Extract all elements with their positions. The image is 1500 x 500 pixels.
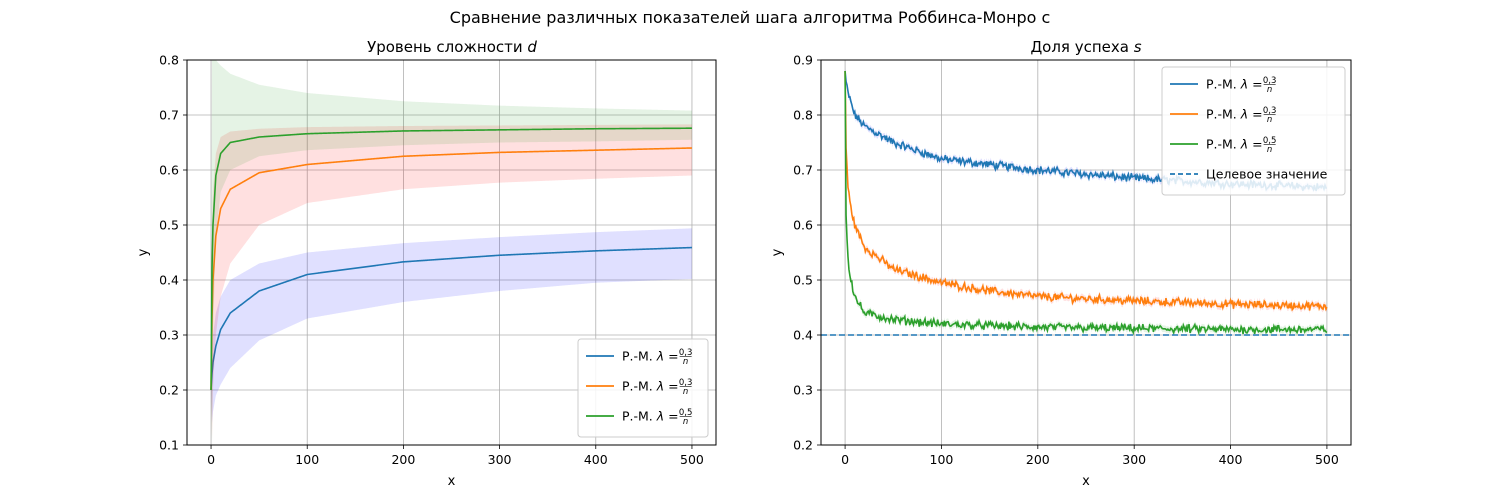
x-tick-label: 100 — [295, 452, 319, 467]
series-line-2 — [210, 147, 692, 391]
legend-fraction-numerator: 0,3 — [679, 348, 693, 358]
legend-label: Целевое значение — [1206, 167, 1328, 182]
y-tick-label: 0.2 — [159, 383, 179, 398]
y-tick-label: 0.8 — [159, 53, 179, 68]
legend-fraction-denominator: n — [683, 357, 688, 367]
legend-label: Р.-М. λ = — [622, 349, 679, 364]
legend: Р.-М. λ = 0,3nР.-М. λ = 0,3nР.-М. λ = 0,5nЦ… — [1161, 66, 1346, 196]
y-tick-label: 0.7 — [793, 163, 813, 178]
y-tick-label: 0.3 — [159, 328, 179, 343]
legend-fraction-numerator: 0,3 — [1263, 76, 1277, 86]
x-tick-label: 300 — [488, 452, 512, 467]
y-tick-label: 0.1 — [159, 438, 179, 453]
y-tick-label: 0.5 — [793, 273, 813, 288]
legend-box — [1161, 66, 1346, 196]
series-line-3 — [844, 70, 1328, 336]
panel-1: 0 100 200 300 400 500 0.1 0.2 0.3 0.4 0.5 0.6 0.7 0.8… — [136, 38, 717, 489]
y-tick-label: 0.5 — [159, 218, 179, 233]
x-tick-label: 500 — [1315, 452, 1339, 467]
x-tick-label: 200 — [1026, 452, 1050, 467]
x-tick-label: 0 — [207, 452, 215, 467]
plot-area — [210, 60, 692, 445]
x-tick-label: 500 — [680, 452, 704, 467]
series-line-3 — [210, 127, 692, 391]
axes-frame — [186, 59, 717, 446]
x-tick-label: 300 — [1122, 452, 1146, 467]
legend-fraction-numerator: 0,3 — [679, 378, 693, 388]
legend-fraction-denominator: n — [1267, 115, 1272, 125]
y-tick-label: 0.3 — [793, 383, 813, 398]
x-tick-label: 100 — [930, 452, 954, 467]
confidence-band-2 — [211, 124, 692, 440]
legend-label: Р.-М. λ = — [1206, 137, 1263, 152]
x-axis-label: x — [1082, 474, 1090, 489]
legend-label: Р.-М. λ = — [1206, 107, 1263, 122]
x-tick-label: 400 — [1219, 452, 1243, 467]
legend-fraction-numerator: 0,5 — [679, 408, 693, 418]
legend-label: Р.-М. λ = — [622, 379, 679, 394]
legend-fraction-numerator: 0,5 — [1263, 136, 1277, 146]
confidence-band-3 — [211, 60, 692, 445]
y-axis-label: y — [770, 248, 785, 256]
legend-fraction-denominator: n — [1267, 85, 1272, 95]
x-tick-label: 0 — [841, 452, 849, 467]
y-tick-label: 0.7 — [159, 108, 179, 123]
legend: Р.-М. λ = 0,3nР.-М. λ = 0,3nР.-М. λ = 0,5n — [577, 338, 709, 438]
y-tick-label: 0.4 — [793, 328, 813, 343]
series-line-2 — [844, 70, 1328, 312]
legend-fraction-denominator: n — [1267, 145, 1272, 155]
confidence-band-1 — [211, 228, 692, 423]
panel-2: 0 100 200 300 400 500 0.2 0.3 0.4 0.5 0.6 0.7 0.8 0.9… — [770, 38, 1352, 489]
y-tick-label: 0.4 — [159, 273, 179, 288]
figure-suptitle: Сравнение различных показателей шага алг… — [449, 8, 1051, 27]
y-tick-label: 0.9 — [793, 53, 813, 68]
legend-box — [577, 338, 709, 438]
y-axis-label: y — [136, 248, 151, 256]
y-tick-label: 0.8 — [793, 108, 813, 123]
x-tick-label: 200 — [391, 452, 415, 467]
legend-fraction-denominator: n — [683, 387, 688, 397]
axes-frame — [820, 59, 1352, 446]
legend-fraction-denominator: n — [683, 417, 688, 427]
legend-fraction-numerator: 0,3 — [1263, 106, 1277, 116]
y-tick-label: 0.6 — [159, 163, 179, 178]
x-tick-label: 400 — [584, 452, 608, 467]
panel-title: Доля успеха s — [1030, 38, 1141, 56]
y-tick-label: 0.2 — [793, 438, 813, 453]
panel-title: Уровень сложности d — [367, 38, 537, 56]
legend-label: Р.-М. λ = — [1206, 77, 1263, 92]
series-line-1 — [210, 246, 692, 391]
legend-label: Р.-М. λ = — [622, 409, 679, 424]
y-tick-label: 0.6 — [793, 218, 813, 233]
x-axis-label: x — [448, 474, 456, 489]
